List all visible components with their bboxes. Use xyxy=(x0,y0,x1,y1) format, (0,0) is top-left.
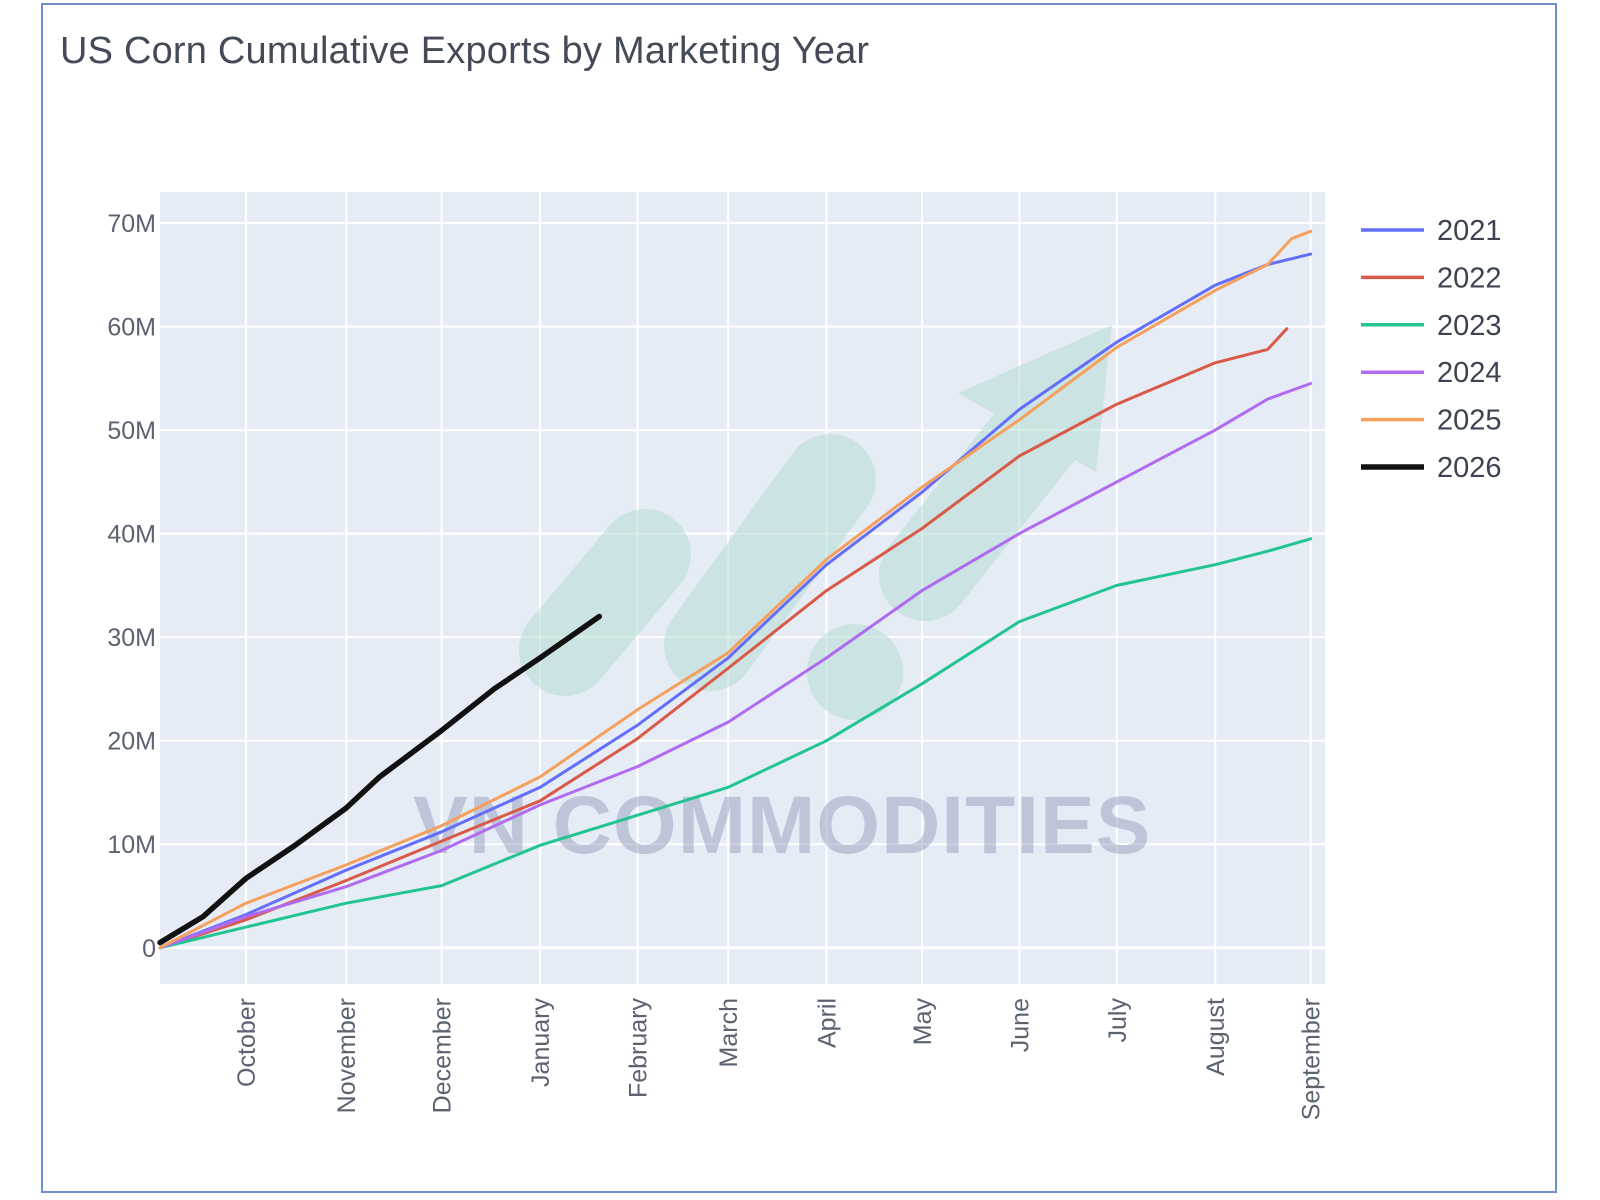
legend-label: 2024 xyxy=(1437,357,1502,389)
x-tick-label: April xyxy=(814,998,842,1048)
y-tick-label: 60M xyxy=(107,314,156,342)
series-line-2023 xyxy=(158,537,1313,950)
y-tick-label: 70M xyxy=(107,210,156,238)
x-tick-label: July xyxy=(1104,998,1132,1043)
legend-label: 2022 xyxy=(1437,262,1502,294)
x-tick-label: November xyxy=(333,998,361,1113)
y-tick-label: 30M xyxy=(107,624,156,652)
legend-label: 2025 xyxy=(1437,405,1502,437)
x-tick-label: August xyxy=(1202,998,1230,1076)
series-line-2021 xyxy=(158,252,1313,950)
y-tick-label: 40M xyxy=(107,521,156,549)
chart-title: US Corn Cumulative Exports by Marketing … xyxy=(60,30,870,72)
x-tick-label: May xyxy=(909,998,937,1046)
legend: 2021 2022 2023 2024 2025 2026 xyxy=(1361,215,1502,484)
y-tick-label: 0 xyxy=(142,935,156,963)
series-lines xyxy=(157,229,1313,950)
series-line-2024 xyxy=(158,382,1313,950)
legend-label: 2026 xyxy=(1437,452,1502,484)
series-line-2026 xyxy=(157,613,603,946)
x-tick-label: March xyxy=(715,998,743,1067)
legend-label: 2023 xyxy=(1437,310,1502,342)
y-tick-label: 10M xyxy=(107,831,156,859)
y-tick-label: 50M xyxy=(107,417,156,445)
y-axis-ticks: 0 10M 20M 30M 40M 50M 60M 70M xyxy=(107,210,156,963)
x-tick-label: June xyxy=(1006,998,1034,1052)
x-axis-ticks: October November December January February Ma… xyxy=(233,998,1326,1121)
x-tick-label: October xyxy=(233,998,261,1087)
x-tick-label: January xyxy=(527,998,555,1087)
legend-label: 2021 xyxy=(1437,215,1502,247)
y-tick-label: 20M xyxy=(107,728,156,756)
series-line-2022 xyxy=(158,327,1289,950)
x-tick-label: September xyxy=(1298,998,1326,1120)
watermark-text: VN COMMODITIES xyxy=(413,780,1151,871)
series-line-2025 xyxy=(158,229,1313,950)
x-tick-label: December xyxy=(429,998,457,1113)
x-tick-label: February xyxy=(624,998,652,1099)
